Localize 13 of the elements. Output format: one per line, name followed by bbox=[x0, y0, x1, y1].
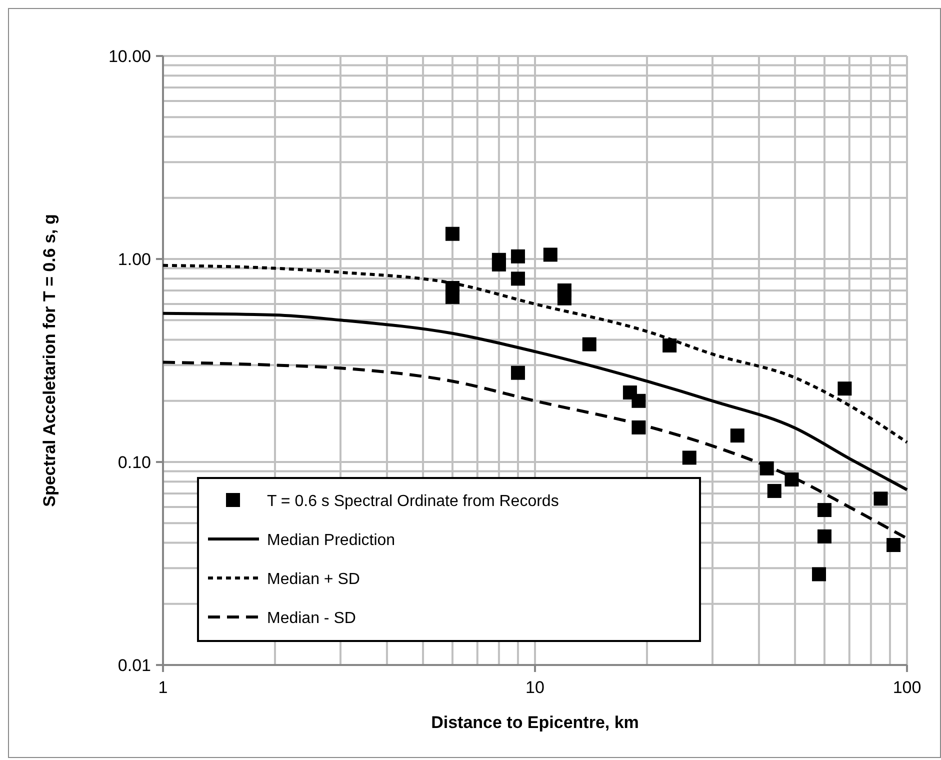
y-tick-label: 1.00 bbox=[118, 250, 151, 269]
legend-label: Median - SD bbox=[267, 610, 356, 627]
legend-label: T = 0.6 s Spectral Ordinate from Records bbox=[267, 493, 559, 510]
y-tick-label: 0.01 bbox=[118, 656, 151, 675]
y-axis-title: Spectral Acceletarion for T = 0.6 s, g bbox=[40, 214, 59, 507]
y-tick-label: 10.00 bbox=[108, 46, 151, 66]
legend-label: Median + SD bbox=[267, 571, 360, 588]
x-tick-label: 1 bbox=[158, 678, 168, 697]
y-tick-label: 0.10 bbox=[118, 452, 151, 472]
legend-label: Median Prediction bbox=[267, 532, 396, 549]
x-axis-title: Distance to Epicentre, km bbox=[431, 713, 639, 732]
x-tick-label: 100 bbox=[892, 678, 922, 697]
x-tick-label: 10 bbox=[526, 678, 544, 697]
